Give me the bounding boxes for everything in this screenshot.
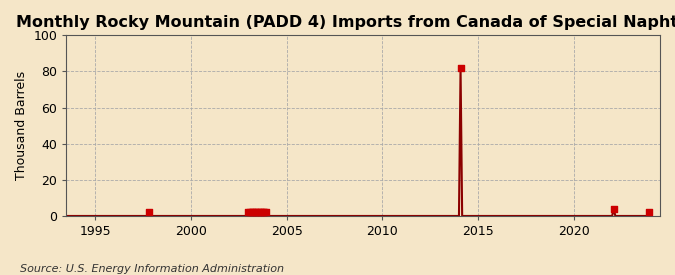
Text: Source: U.S. Energy Information Administration: Source: U.S. Energy Information Administ…: [20, 264, 284, 274]
Y-axis label: Thousand Barrels: Thousand Barrels: [15, 71, 28, 180]
Point: [261, 210, 271, 214]
Point: [248, 210, 259, 214]
Point: [244, 210, 255, 214]
Point: [254, 210, 265, 214]
Point: [249, 210, 260, 214]
Point: [455, 66, 466, 70]
Title: Monthly Rocky Mountain (PADD 4) Imports from Canada of Special Naphthas: Monthly Rocky Mountain (PADD 4) Imports …: [16, 15, 675, 30]
Point: [144, 210, 155, 214]
Point: [643, 210, 654, 214]
Point: [256, 210, 267, 214]
Point: [257, 210, 268, 214]
Point: [243, 210, 254, 214]
Point: [246, 210, 257, 214]
Point: [259, 210, 270, 214]
Point: [251, 210, 262, 214]
Point: [608, 207, 619, 211]
Point: [252, 210, 263, 214]
